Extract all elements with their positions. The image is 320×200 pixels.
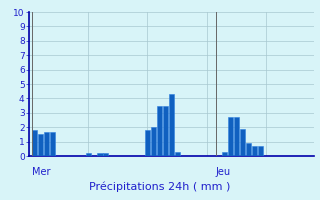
Bar [145, 130, 150, 156]
Text: Mer: Mer [32, 167, 50, 177]
Bar [50, 132, 55, 156]
Bar [175, 152, 180, 156]
Bar [169, 94, 174, 156]
Bar [157, 106, 162, 156]
Bar [103, 153, 108, 156]
Text: Précipitations 24h ( mm ): Précipitations 24h ( mm ) [89, 182, 231, 192]
Bar [228, 117, 233, 156]
Bar [222, 152, 227, 156]
Bar [240, 129, 245, 156]
Text: Jeu: Jeu [216, 167, 231, 177]
Bar [38, 134, 43, 156]
Bar [234, 117, 239, 156]
Bar [86, 153, 91, 156]
Bar [44, 132, 49, 156]
Bar [32, 130, 37, 156]
Bar [252, 146, 257, 156]
Bar [258, 146, 263, 156]
Bar [246, 143, 251, 156]
Bar [163, 106, 168, 156]
Bar [98, 153, 102, 156]
Bar [151, 127, 156, 156]
